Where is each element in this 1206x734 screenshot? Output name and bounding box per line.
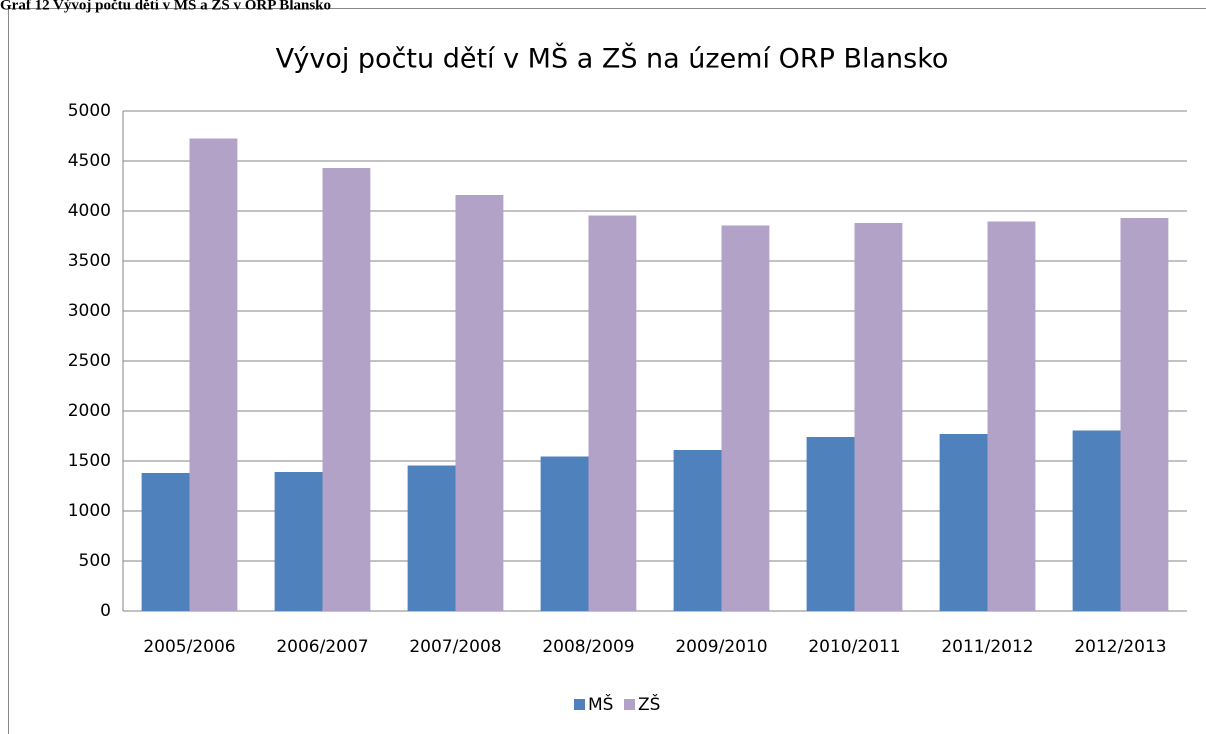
bar: [987, 221, 1036, 611]
bar: [588, 215, 637, 611]
bar: [274, 472, 323, 611]
bar: [1072, 430, 1121, 611]
y-tick-label: 4500: [68, 151, 111, 171]
y-tick-label: 4000: [68, 201, 111, 221]
header: Graf 12 Vývoj počtu dětí v MŠ a ZŠ v ORP…: [0, 0, 331, 13]
y-tick-label: 2000: [68, 401, 111, 421]
x-tick-label: 2008/2009: [542, 637, 634, 657]
legend-label: MŠ: [588, 693, 613, 715]
y-tick-label: 3000: [68, 301, 111, 321]
bar: [455, 195, 504, 611]
bar: [141, 473, 190, 611]
y-tick-label: 1500: [68, 451, 111, 471]
y-tick-label: 5000: [68, 101, 111, 121]
bar: [806, 437, 855, 611]
bar: [939, 434, 988, 611]
x-tick-label: 2009/2010: [675, 637, 767, 657]
y-tick-label: 2500: [68, 351, 111, 371]
y-tick-label: 1000: [68, 501, 111, 521]
bar: [721, 225, 770, 611]
x-tick-label: 2007/2008: [409, 637, 501, 657]
bar: [673, 450, 722, 611]
bar: [322, 168, 371, 611]
chart-title: Vývoj počtu dětí v MŠ a ZŠ na území ORP …: [276, 43, 949, 75]
bar: [854, 223, 903, 611]
legend-swatch: [624, 699, 635, 710]
y-tick-label: 3500: [68, 251, 111, 271]
x-tick-label: 2006/2007: [276, 637, 368, 657]
legend-label: ZŠ: [638, 693, 660, 715]
x-tick-label: 2012/2013: [1074, 637, 1166, 657]
x-tick-label: 2011/2012: [941, 637, 1033, 657]
y-tick-label: 0: [100, 601, 111, 621]
bar: [540, 456, 589, 611]
bar: [189, 138, 238, 611]
legend-swatch: [574, 699, 585, 710]
x-tick-label: 2010/2011: [808, 637, 900, 657]
bar: [1120, 218, 1169, 611]
bar: [407, 465, 456, 611]
x-tick-label: 2005/2006: [143, 637, 235, 657]
y-tick-label: 500: [79, 551, 111, 571]
